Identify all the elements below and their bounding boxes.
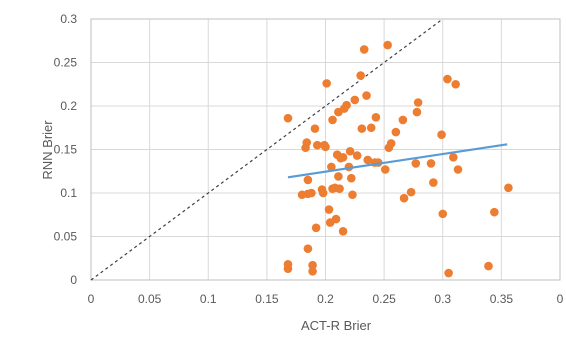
data-point <box>331 214 341 224</box>
y-tick-label: 0.15 <box>54 143 78 157</box>
data-point <box>359 45 369 54</box>
y-axis-title: RNN Brier <box>40 120 55 180</box>
y-tick-label: 0.1 <box>60 186 77 200</box>
data-points <box>283 40 513 278</box>
data-point <box>350 95 360 105</box>
data-point <box>413 98 423 107</box>
y-tick-label: 0.25 <box>54 56 78 70</box>
data-point <box>352 151 362 160</box>
data-point <box>334 172 343 181</box>
plot-area-border <box>90 18 561 281</box>
data-point <box>318 188 328 198</box>
y-tick-label: 0.2 <box>60 99 77 113</box>
x-tick-label: 0.15 <box>255 292 279 306</box>
data-point <box>338 226 348 236</box>
data-point <box>484 261 493 271</box>
reference-line-group <box>90 18 444 281</box>
data-point <box>303 244 313 253</box>
data-point <box>345 146 355 156</box>
data-point <box>391 127 401 137</box>
y-tick-labels: 0 0.05 0.1 0.15 0.2 0.25 0.3 <box>54 12 78 287</box>
data-point <box>411 159 421 168</box>
data-point <box>438 209 448 219</box>
data-point <box>327 162 336 172</box>
y-tick-label: 0 <box>70 273 77 287</box>
data-point <box>283 113 293 123</box>
data-point <box>444 268 453 278</box>
data-point <box>383 40 392 50</box>
data-point <box>342 100 351 110</box>
data-point <box>357 124 367 133</box>
x-axis-title: ACT-R Brier <box>301 318 372 333</box>
x-tick-label: 0.1 <box>200 292 217 306</box>
data-point <box>302 138 312 147</box>
data-point <box>380 165 390 174</box>
data-point <box>443 74 452 84</box>
y-tick-label: 0.05 <box>54 230 78 244</box>
x-tick-label: 0.35 <box>490 292 514 306</box>
data-point <box>426 159 436 168</box>
data-point <box>356 71 365 80</box>
data-point <box>453 165 463 174</box>
trendline-group <box>287 143 508 179</box>
data-point <box>366 123 376 133</box>
data-point <box>398 115 408 125</box>
y-tick-label: 0.3 <box>60 12 77 26</box>
data-point <box>363 155 373 165</box>
data-point <box>324 205 334 214</box>
data-point <box>449 153 458 162</box>
x-tick-label: 0.3 <box>434 292 451 306</box>
data-point <box>429 178 438 187</box>
x-tick-label: 0 <box>88 292 95 306</box>
data-point <box>311 223 321 233</box>
data-point <box>322 79 331 88</box>
x-tick-label: 0.2 <box>317 292 334 306</box>
data-point <box>490 207 499 217</box>
data-point <box>504 183 513 193</box>
data-point <box>362 91 371 100</box>
data-point <box>399 193 409 203</box>
data-point <box>328 115 337 125</box>
data-point <box>312 140 322 150</box>
data-point <box>451 79 460 89</box>
data-point <box>346 173 356 183</box>
trendline <box>287 143 508 179</box>
x-tick-labels: 0 0.05 0.1 0.15 0.2 0.25 0.3 0.35 0 <box>88 292 564 306</box>
x-tick-label: 0.25 <box>372 292 396 306</box>
data-point <box>338 153 348 162</box>
data-point <box>386 139 396 148</box>
data-point <box>283 264 293 273</box>
data-point <box>412 107 422 117</box>
data-point <box>321 142 330 152</box>
data-point <box>371 113 381 122</box>
data-point <box>406 187 416 197</box>
data-point <box>310 124 320 133</box>
data-point <box>303 175 313 185</box>
data-point <box>348 190 357 200</box>
data-point <box>335 184 344 193</box>
reference-line <box>90 18 444 281</box>
x-tick-label: 0 <box>557 292 564 306</box>
data-point <box>307 188 316 198</box>
data-point <box>308 267 317 276</box>
data-point <box>308 260 317 270</box>
data-point <box>437 130 446 140</box>
x-tick-label: 0.05 <box>138 292 162 306</box>
